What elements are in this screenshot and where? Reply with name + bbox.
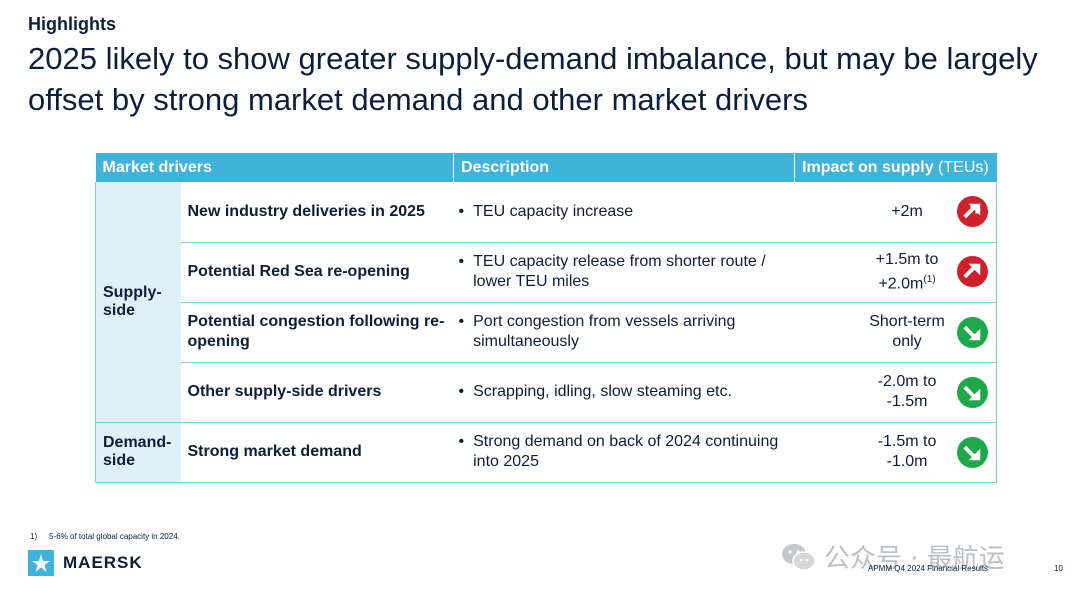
driver-impact: +1.5m to +2.0m(1) — [794, 242, 998, 303]
page-number: 10 — [1054, 564, 1063, 573]
maersk-star-icon — [28, 550, 54, 576]
footnote-ref: (1) — [923, 273, 936, 285]
driver-name: Potential Red Sea re-opening — [180, 242, 454, 303]
driver-name: Strong market demand — [180, 422, 454, 483]
market-drivers-table: Market drivers Description Impact on sup… — [95, 153, 998, 483]
impact-value: -1.5m to -1.0m — [877, 433, 937, 470]
driver-description: • Port congestion from vessels arriving s… — [453, 302, 795, 363]
table-row: Potential Red Sea re-opening • TEU capaci… — [96, 242, 998, 303]
arrow-up-right-icon — [957, 256, 989, 288]
description-text: Scrapping, idling, slow steaming etc. — [473, 383, 732, 400]
arrow-down-right-icon — [957, 316, 989, 348]
driver-impact: +2m — [794, 182, 998, 243]
driver-description: • TEU capacity increase — [453, 182, 795, 243]
impact-value: Short-term only — [869, 313, 945, 350]
impact-value: -2.0m to -1.5m — [877, 373, 937, 410]
page-title: 2025 likely to show greater supply-deman… — [28, 41, 1038, 117]
header-impact: Impact on supply (TEUs) — [794, 153, 997, 182]
impact-value: +2m — [891, 202, 923, 220]
table-row: Potential congestion following re-openin… — [96, 302, 998, 363]
description-text: Port congestion from vessels arriving si… — [473, 313, 736, 350]
driver-description: • Strong demand on back of 2024 continuin… — [453, 422, 795, 483]
group-demand-side: Demand-side — [95, 422, 181, 483]
driver-description: • Scrapping, idling, slow steaming etc. — [453, 362, 795, 423]
arrow-down-right-icon — [957, 376, 989, 408]
header-impact-unit: (TEUs) — [938, 158, 989, 176]
section-kicker: Highlights — [28, 14, 116, 34]
arrow-down-right-icon — [957, 436, 989, 468]
footnote-marker: 1) — [30, 532, 38, 541]
watermark: 公众号 · 最航运 — [780, 538, 1005, 575]
bullet-icon: • — [458, 383, 465, 400]
header-description: Description — [453, 153, 796, 182]
header-market-drivers: Market drivers — [95, 153, 455, 182]
description-text: TEU capacity release from shorter route … — [473, 253, 766, 290]
header-impact-label: Impact on supply — [802, 158, 934, 176]
driver-name: Other supply-side drivers — [180, 362, 454, 423]
bullet-icon: • — [458, 433, 465, 450]
table-row: Other supply-side drivers • Scrapping, id… — [96, 362, 998, 423]
footnote: 1) 5-6% of total global capacity in 2024… — [30, 532, 180, 541]
description-text: Strong demand on back of 2024 continuing… — [473, 433, 779, 470]
driver-impact: -2.0m to -1.5m — [794, 362, 998, 423]
document-title: APMM Q4 2024 Financial Results — [868, 564, 989, 573]
driver-impact: Short-term only — [794, 302, 998, 363]
bullet-icon: • — [458, 202, 465, 220]
group-supply-side: Supply-side — [95, 182, 181, 423]
driver-impact: -1.5m to -1.0m — [794, 422, 998, 483]
wechat-icon — [782, 543, 816, 571]
footnote-text: 5-6% of total global capacity in 2024. — [49, 532, 180, 541]
arrow-up-right-icon — [957, 196, 989, 228]
driver-description: • TEU capacity release from shorter route… — [453, 242, 795, 303]
driver-name: Potential congestion following re-openin… — [180, 302, 454, 363]
driver-name: New industry deliveries in 2025 — [180, 182, 454, 243]
watermark-text: 公众号 · 最航运 — [824, 544, 1005, 574]
table-header-row: Market drivers Description Impact on sup… — [95, 153, 997, 182]
description-text: TEU capacity increase — [473, 202, 634, 220]
brand-name: MAERSK — [63, 553, 143, 572]
maersk-logo: MAERSK — [28, 550, 143, 576]
table-row: Demand-side Strong market demand • Strong… — [95, 422, 998, 483]
bullet-icon: • — [458, 253, 465, 270]
table-row: Supply-side New industry deliveries in 2… — [95, 182, 998, 423]
impact-value: +1.5m to +2.0m(1) — [875, 250, 939, 293]
bullet-icon: • — [458, 313, 465, 330]
